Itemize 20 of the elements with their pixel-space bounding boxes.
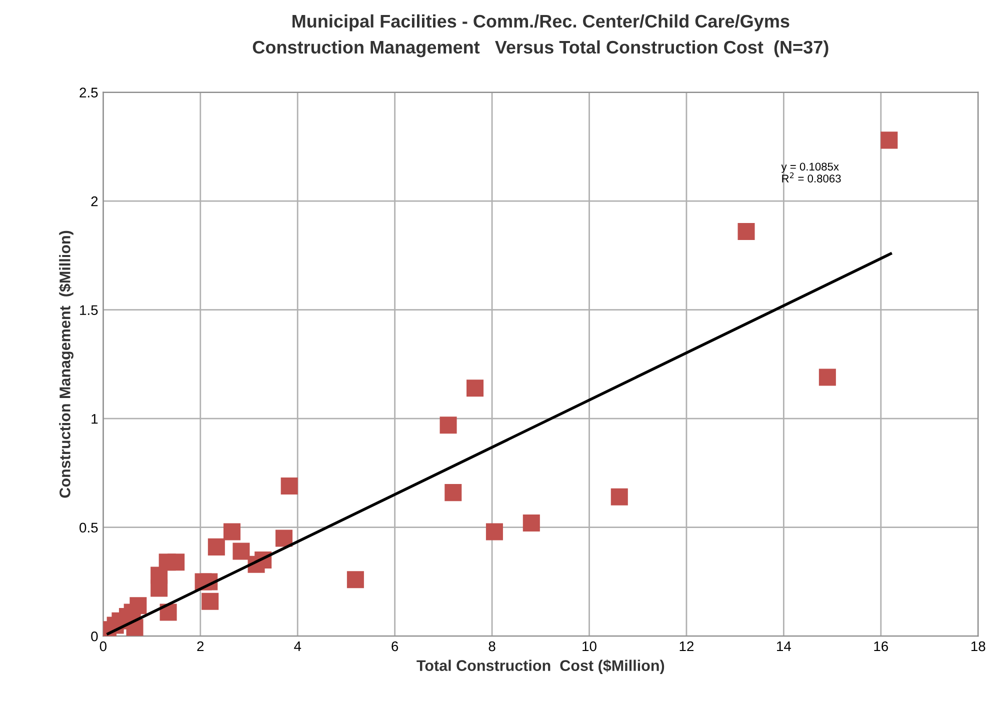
x-tick-label: 10	[582, 641, 596, 652]
x-tick-label: 12	[680, 641, 694, 652]
x-tick-label: 2	[197, 641, 204, 652]
x-tick-label: 4	[294, 641, 302, 652]
x-tick-label: 0	[100, 641, 106, 652]
y-tick-label: 2.5	[80, 88, 98, 98]
y-tick-label: 0.5	[80, 522, 98, 533]
chart-title: Municipal Facilities - Comm./Rec. Center/Child Care/Gyms Construction Management Versus Total Construction Cost (N=37)	[252, 14, 828, 58]
y-tick-label: 1.5	[80, 305, 98, 316]
y-tick-label: 1	[92, 414, 98, 424]
y-axis-title: Construction Management ($Million)	[58, 230, 74, 498]
annotation: y = 0.1085x R$^{2}$ = 0.8063	[781, 162, 841, 182]
x-tick-label: 14	[777, 641, 791, 652]
y-tick-label: 0	[91, 631, 98, 642]
x-tick-label: 8	[488, 641, 496, 652]
x-axis-title: Total Construction Cost ($Million)	[416, 659, 664, 674]
x-tick-label: 6	[392, 641, 398, 652]
x-tick-label: 18	[971, 641, 986, 652]
x-tick-label: 16	[874, 641, 888, 652]
y-tick-label: 2	[91, 196, 98, 206]
